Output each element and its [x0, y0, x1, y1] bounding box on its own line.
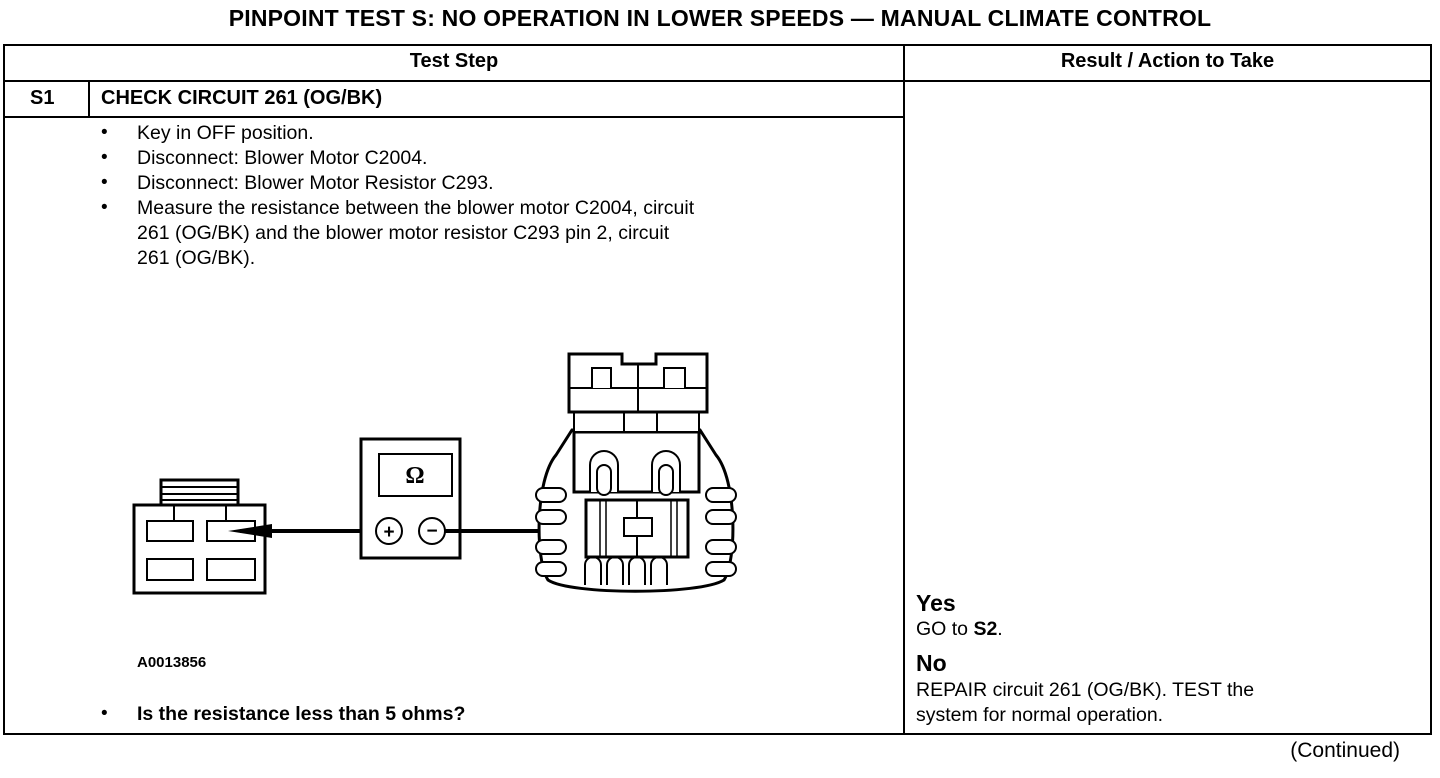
bullet: • — [101, 147, 108, 168]
plus-terminal: + — [383, 522, 394, 543]
bullet: • — [101, 122, 108, 143]
ohmmeter — [359, 437, 462, 560]
result-yes-label: Yes — [916, 590, 956, 616]
action-text: . — [997, 618, 1003, 640]
instruction: Disconnect: Blower Motor C2004. — [137, 147, 428, 169]
bullet: • — [101, 703, 108, 724]
bullet: • — [101, 197, 108, 218]
continued-note: (Continued) — [1290, 739, 1400, 762]
result-yes-action: GO to S2. — [916, 617, 1003, 642]
action-text: GO to — [916, 618, 974, 640]
figure-id: A0013856 — [137, 654, 207, 671]
bullet: • — [101, 172, 108, 193]
instruction: Key in OFF position. — [137, 122, 314, 144]
test-lead-positive — [228, 524, 376, 538]
step-heading: CHECK CIRCUIT 261 (OG/BK) — [101, 87, 383, 109]
instruction: 261 (OG/BK) and the blower motor resisto… — [137, 222, 670, 244]
ohm-symbol: Ω — [405, 463, 424, 489]
instruction: 261 (OG/BK). — [137, 247, 256, 269]
result-no-action: REPAIR circuit 261 (OG/BK). TEST the — [916, 679, 1255, 701]
blower-motor-resistor — [535, 352, 737, 593]
result-no-label: No — [916, 650, 947, 676]
result-no-action: system for normal operation. — [916, 704, 1164, 726]
instruction: Disconnect: Blower Motor Resistor C293. — [137, 172, 494, 194]
page-title: PINPOINT TEST S: NO OPERATION IN LOWER S… — [228, 5, 1212, 31]
step-question: Is the resistance less than 5 ohms? — [137, 703, 466, 725]
minus-terminal: − — [426, 521, 437, 542]
header-test-step: Test Step — [409, 50, 499, 72]
blower-motor-connector — [132, 478, 267, 595]
header-result-action: Result / Action to Take — [1060, 50, 1275, 72]
instruction: Measure the resistance between the blowe… — [137, 197, 695, 219]
go-to-step-link[interactable]: S2 — [973, 618, 998, 640]
step-id: S1 — [30, 87, 55, 109]
